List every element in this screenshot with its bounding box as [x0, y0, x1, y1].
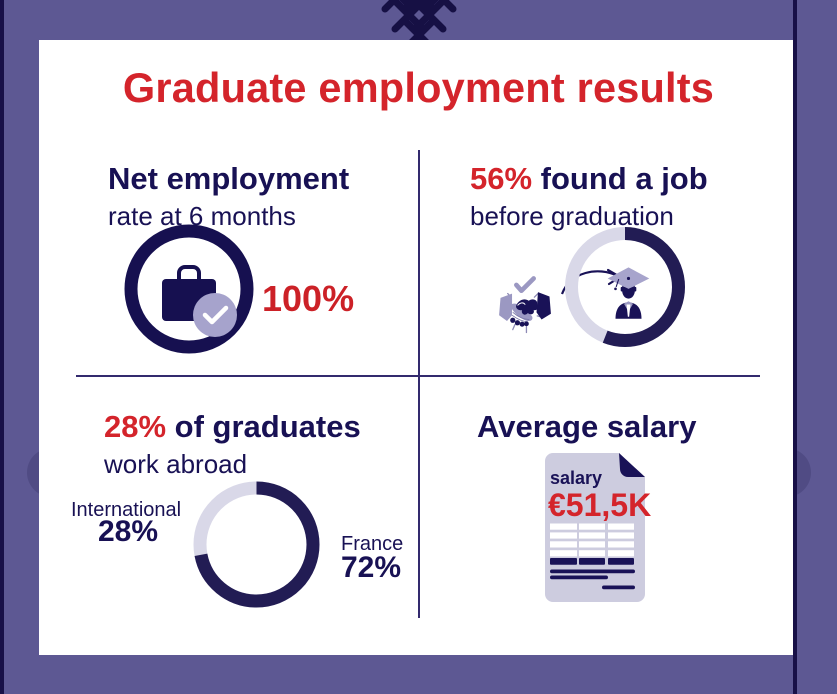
svg-text:salary: salary	[550, 468, 602, 488]
svg-text:€51,5K: €51,5K	[548, 487, 651, 523]
